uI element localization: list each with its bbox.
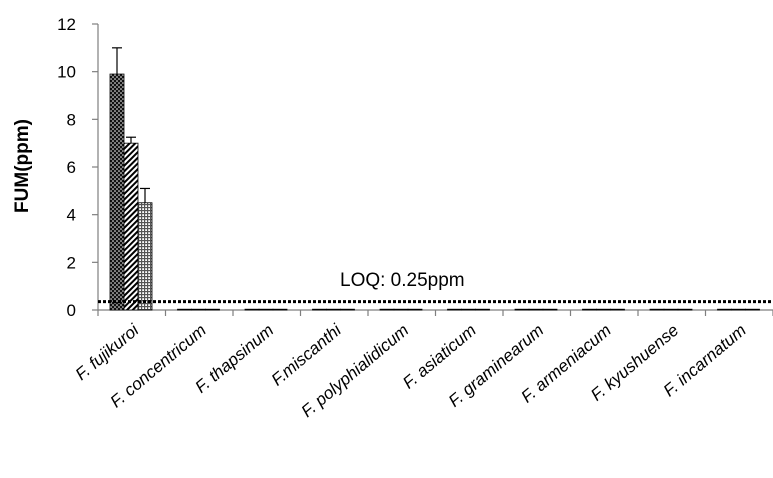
y-tick-label: 2: [67, 253, 76, 272]
bar-f-incarnatum-3: [745, 308, 760, 311]
bar-f-thapsinum-3: [272, 308, 288, 311]
bar-f-armeniacum-1: [582, 308, 597, 311]
bar-f-polyphialidicum-3: [407, 308, 423, 311]
y-tick-label: 4: [67, 206, 76, 225]
bar-f-miscanthi-1: [312, 308, 327, 311]
bar-f-graminearum-1: [514, 308, 530, 311]
bar-f-kyushuense-1: [649, 308, 665, 311]
y-axis: 0 2 4 6 8 10 12: [57, 15, 99, 320]
bars: [109, 73, 760, 311]
y-tick-label: 10: [57, 63, 76, 82]
bar-f-thapsinum-1: [244, 308, 260, 311]
loq-reference: LOQ: 0.25ppm: [98, 270, 773, 304]
bar-f-asiaticum-2: [461, 308, 476, 311]
bar-f-miscanthi-2: [326, 308, 341, 311]
bar-f-fujikuroi-2: [123, 142, 139, 311]
y-tick-label: 12: [57, 15, 76, 34]
bar-f-armeniacum-3: [610, 308, 625, 311]
bar-f-fujikuroi-3: [137, 202, 153, 311]
bar-f-incarnatum-1: [717, 308, 732, 311]
bar-f-miscanthi-3: [340, 308, 355, 311]
error-bars: [112, 47, 150, 203]
bar-f-fujikuroi-1: [109, 73, 125, 311]
bar-f-graminearum-2: [528, 308, 544, 311]
loq-label: LOQ: 0.25ppm: [340, 270, 465, 291]
bar-f-incarnatum-2: [731, 308, 746, 311]
bar-f-kyushuense-2: [663, 308, 679, 311]
y-tick-label: 6: [67, 158, 76, 177]
bar-f-armeniacum-2: [596, 308, 611, 311]
bar-f-polyphialidicum-1: [379, 308, 395, 311]
bar-f-asiaticum-3: [475, 308, 490, 311]
bar-f-concentricum-2: [191, 308, 206, 311]
y-tick-label: 8: [67, 110, 76, 129]
bar-f-thapsinum-2: [258, 308, 274, 311]
bar-f-asiaticum-1: [447, 308, 462, 311]
x-axis: [97, 309, 773, 316]
bar-f-kyushuense-3: [677, 308, 693, 311]
bar-f-concentricum-3: [205, 308, 220, 311]
bar-f-polyphialidicum-2: [393, 308, 409, 311]
y-axis-title: FUM(ppm): [12, 119, 33, 213]
bar-f-graminearum-3: [542, 308, 558, 311]
y-tick-label: 0: [67, 301, 76, 320]
bar-f-concentricum-1: [177, 308, 192, 311]
